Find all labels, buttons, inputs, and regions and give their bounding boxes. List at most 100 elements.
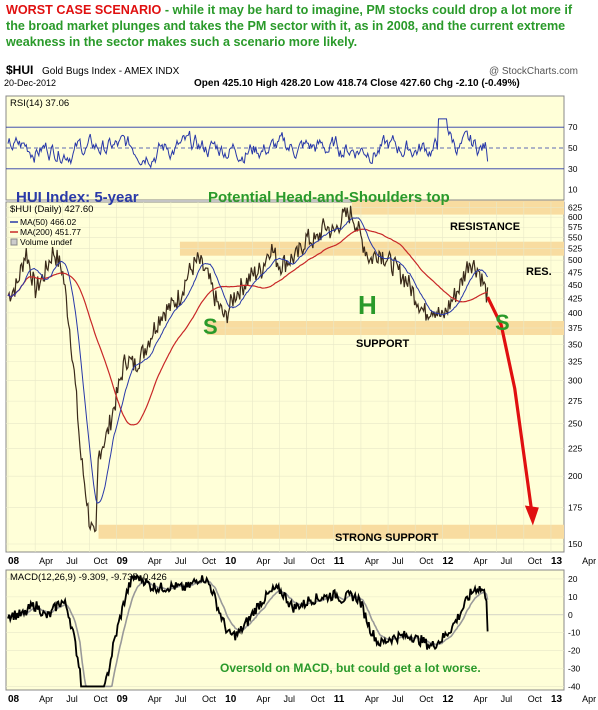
price-tick: 450 (568, 280, 582, 290)
date-tick: Oct (528, 556, 543, 566)
date-tick: 09 (117, 694, 129, 705)
date-tick: Apr (582, 694, 596, 704)
date-tick: Apr (148, 556, 162, 566)
price-tick: 550 (568, 233, 582, 243)
date-tick: 13 (551, 694, 563, 705)
date-tick: Oct (202, 556, 217, 566)
date-tick: Jul (392, 694, 404, 704)
price-gridlines (6, 202, 564, 552)
price-tick: 400 (568, 308, 582, 318)
date-tick: 12 (442, 556, 454, 567)
date-tick: 13 (551, 556, 563, 567)
rsi-title: RSI(14) 37.06 (10, 98, 69, 109)
macd-tick: -10 (568, 628, 581, 638)
price-legend: MA(50) 466.02 MA(200) 451.77 Volume unde… (10, 217, 81, 247)
date-tick: Jul (66, 694, 78, 704)
date-tick: Oct (528, 694, 543, 704)
date-tick: Oct (93, 556, 108, 566)
macd-title: MACD(12,26,9) -9.309, -9.735, 0.426 (10, 572, 167, 583)
macd-tick: -30 (568, 664, 581, 674)
date-tick: 10 (225, 694, 237, 705)
price-tick: 425 (568, 294, 582, 304)
macd-tick: 10 (568, 592, 578, 602)
price-tick: 525 (568, 244, 582, 254)
price-tick: 625 (568, 203, 582, 213)
date-tick: Apr (39, 694, 53, 704)
date-tick: Jul (501, 694, 513, 704)
date-tick: 11 (334, 556, 345, 567)
date-tick: Apr (256, 694, 270, 704)
date-tick: Oct (93, 694, 108, 704)
price-tick: 200 (568, 471, 582, 481)
rsi-tick: 30 (568, 164, 578, 174)
symbol-label: $HUI (6, 63, 33, 77)
price-tick: 150 (568, 539, 582, 549)
chart-caption: WORST CASE SCENARIO - while it may be ha… (6, 2, 592, 50)
date-axis-bottom: 08 Apr Jul Oct 09 Apr Jul Oct 10 Apr Jul Oct 11 Apr Ju… (0, 692, 596, 706)
macd-tick: -40 (568, 681, 581, 691)
date-tick: Apr (39, 556, 53, 566)
date-tick: 08 (8, 694, 20, 705)
price-tick: 175 (568, 503, 582, 513)
price-tick: 475 (568, 267, 582, 277)
date-tick: Oct (419, 694, 434, 704)
index-name: Gold Bugs Index - AMEX INDX (42, 66, 180, 77)
ma50-legend: MA(50) 466.02 (20, 217, 76, 227)
date-tick: Oct (419, 556, 434, 566)
rsi-tick: 50 (568, 143, 578, 153)
date-tick: Jul (501, 556, 513, 566)
date-label: 20-Dec-2012 (4, 78, 56, 88)
volume-legend: Volume undef (20, 237, 73, 247)
macd-tick: 20 (568, 574, 578, 584)
macd-series (7, 573, 489, 688)
ma50-series (7, 217, 488, 504)
date-axis-top: 08 Apr Jul Oct 09 Apr Jul Oct 10 Apr Jul Oct 11 Apr Ju… (0, 554, 596, 568)
macd-tick: -20 (568, 646, 581, 656)
quote-line: Open 425.10 High 428.20 Low 418.74 Close… (194, 78, 520, 89)
price-tick: 375 (568, 323, 582, 333)
macd-tick: 0 (568, 610, 573, 620)
price-tick: 575 (568, 222, 582, 232)
date-tick: 12 (442, 694, 454, 705)
macd-note: Oversold on MACD, but could get a lot wo… (220, 661, 481, 675)
price-axis: 150 175 200 225 250 275 300 325 350 375 400 425 450 4… (568, 203, 582, 549)
date-tick: Apr (365, 556, 379, 566)
caption-text: - while it may be hard to imagine, PM st… (6, 3, 573, 49)
date-tick: 08 (8, 556, 20, 567)
price-tick: 350 (568, 339, 582, 349)
projection-arrow (486, 296, 534, 514)
date-tick: Jul (283, 556, 295, 566)
rsi-gridlines (6, 126, 564, 170)
date-tick: Oct (311, 556, 326, 566)
date-tick: Jul (392, 556, 404, 566)
watermark: @ StockCharts.com (489, 66, 578, 77)
date-tick: 09 (117, 556, 129, 567)
date-tick: Oct (202, 694, 217, 704)
caption-highlight: WORST CASE SCENARIO (6, 3, 162, 17)
res-label: RES. (526, 266, 552, 278)
hs-title: Potential Head-and-Shoulders top (208, 189, 450, 206)
date-tick: Jul (175, 556, 187, 566)
date-tick: Oct (311, 694, 326, 704)
date-tick: Apr (474, 556, 488, 566)
date-tick: Apr (256, 556, 270, 566)
projection-arrowhead (524, 505, 539, 526)
rsi-axis: 10 30 50 70 (568, 122, 578, 194)
hui-label: HUI Index: 5-year (16, 189, 139, 206)
ma200-series (7, 228, 488, 426)
date-tick: 11 (334, 694, 345, 705)
date-tick: 10 (225, 556, 237, 567)
resistance-label: RESISTANCE (450, 221, 520, 233)
support-label: SUPPORT (356, 338, 409, 350)
price-tick: 300 (568, 376, 582, 386)
date-tick: Apr (365, 694, 379, 704)
price-tick: 600 (568, 212, 582, 222)
rsi-panel (5, 95, 565, 201)
volume-legend-swatch (10, 238, 18, 246)
price-tick: 500 (568, 255, 582, 265)
macd-axis: -40 -30 -20 -10 0 10 20 (568, 574, 581, 691)
rsi-tick: 10 (568, 185, 578, 195)
price-tick: 225 (568, 443, 582, 453)
date-tick: Jul (66, 556, 78, 566)
